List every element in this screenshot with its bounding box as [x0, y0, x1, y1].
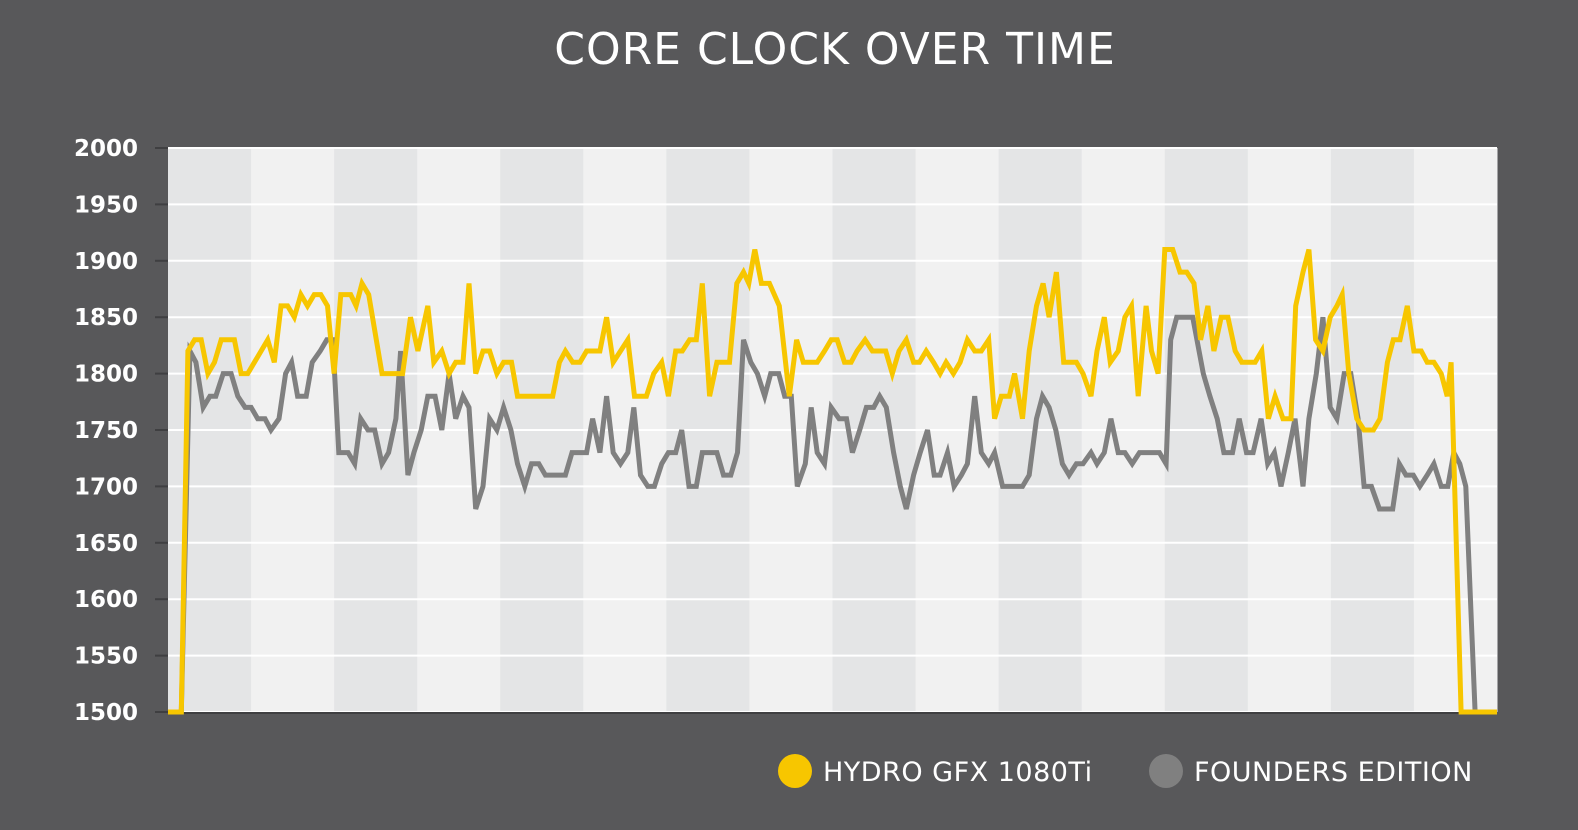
y-tick-label: 1900: [74, 249, 138, 275]
legend-label-hydro: HYDRO GFX 1080Ti: [823, 757, 1093, 788]
series-lines: [168, 247, 1497, 715]
y-tick-label: 1650: [74, 531, 138, 557]
y-tick-label: 1800: [74, 362, 138, 388]
chart-title: CORE CLOCK OVER TIME: [554, 24, 1116, 75]
y-tick-label: 1600: [74, 587, 138, 613]
y-axis: 2000 1950 1900 1850 1800 1750 1700 1650 1600 1550…: [74, 136, 1497, 726]
y-tick-label: 1500: [74, 700, 138, 726]
y-tick-label: 2000: [74, 136, 138, 162]
legend-swatch-hydro: [778, 754, 812, 788]
legend: HYDRO GFX 1080Ti FOUNDERS EDITION: [778, 754, 1473, 788]
y-tick-label: 1750: [74, 418, 138, 444]
y-tick-label: 1700: [74, 474, 138, 500]
y-tick-label: 1550: [74, 644, 138, 670]
series-line-hydro: [168, 247, 1497, 715]
y-tick-label: 1950: [74, 192, 138, 218]
series-line-founders: [168, 314, 1497, 715]
y-tick-label: 1850: [74, 305, 138, 331]
legend-swatch-founders: [1149, 754, 1183, 788]
legend-label-founders: FOUNDERS EDITION: [1194, 757, 1473, 788]
